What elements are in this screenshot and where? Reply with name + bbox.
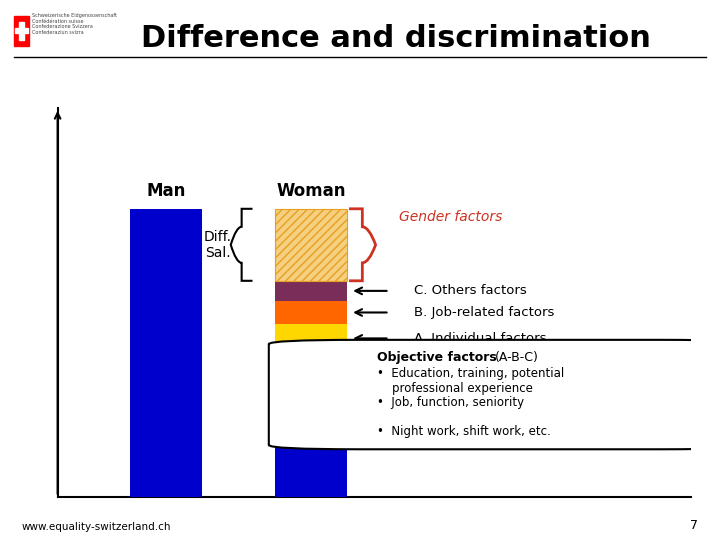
- Text: C. Others factors: C. Others factors: [413, 285, 526, 298]
- Bar: [275, 281, 347, 301]
- Text: A. Individual factors: A. Individual factors: [413, 332, 546, 345]
- Text: Confédération suisse: Confédération suisse: [32, 19, 84, 24]
- Text: •  Night work, shift work, etc.: • Night work, shift work, etc.: [377, 425, 552, 438]
- Text: Woman: Woman: [276, 182, 346, 200]
- Text: Man: Man: [147, 182, 186, 200]
- Text: Difference and discrimination: Difference and discrimination: [141, 24, 651, 53]
- Bar: [19, 22, 24, 40]
- Text: Schweizerische Eidgenossenschaft: Schweizerische Eidgenossenschaft: [32, 14, 117, 18]
- FancyBboxPatch shape: [269, 340, 720, 449]
- Text: Diff.
Sal.: Diff. Sal.: [204, 230, 232, 260]
- Text: Confederazione Svizzera: Confederazione Svizzera: [32, 24, 94, 29]
- Bar: [275, 353, 347, 497]
- Text: •  Education, training, potential
    professional experience: • Education, training, potential profess…: [377, 367, 564, 395]
- Bar: [275, 301, 347, 324]
- Text: www.equality-switzerland.ch: www.equality-switzerland.ch: [22, 522, 171, 532]
- Text: •  Job, function, seniority: • Job, function, seniority: [377, 396, 525, 409]
- Bar: [14, 16, 29, 46]
- Bar: [275, 209, 347, 281]
- Text: 7: 7: [690, 519, 698, 532]
- Text: (A-B-C): (A-B-C): [495, 352, 539, 365]
- Bar: [15, 28, 28, 33]
- Bar: [275, 324, 347, 353]
- Text: Objective factors: Objective factors: [377, 352, 502, 365]
- Bar: [130, 209, 202, 497]
- Text: Confederaziun svizra: Confederaziun svizra: [32, 30, 84, 35]
- Text: B. Job-related factors: B. Job-related factors: [413, 306, 554, 319]
- Text: Gender factors: Gender factors: [399, 211, 502, 225]
